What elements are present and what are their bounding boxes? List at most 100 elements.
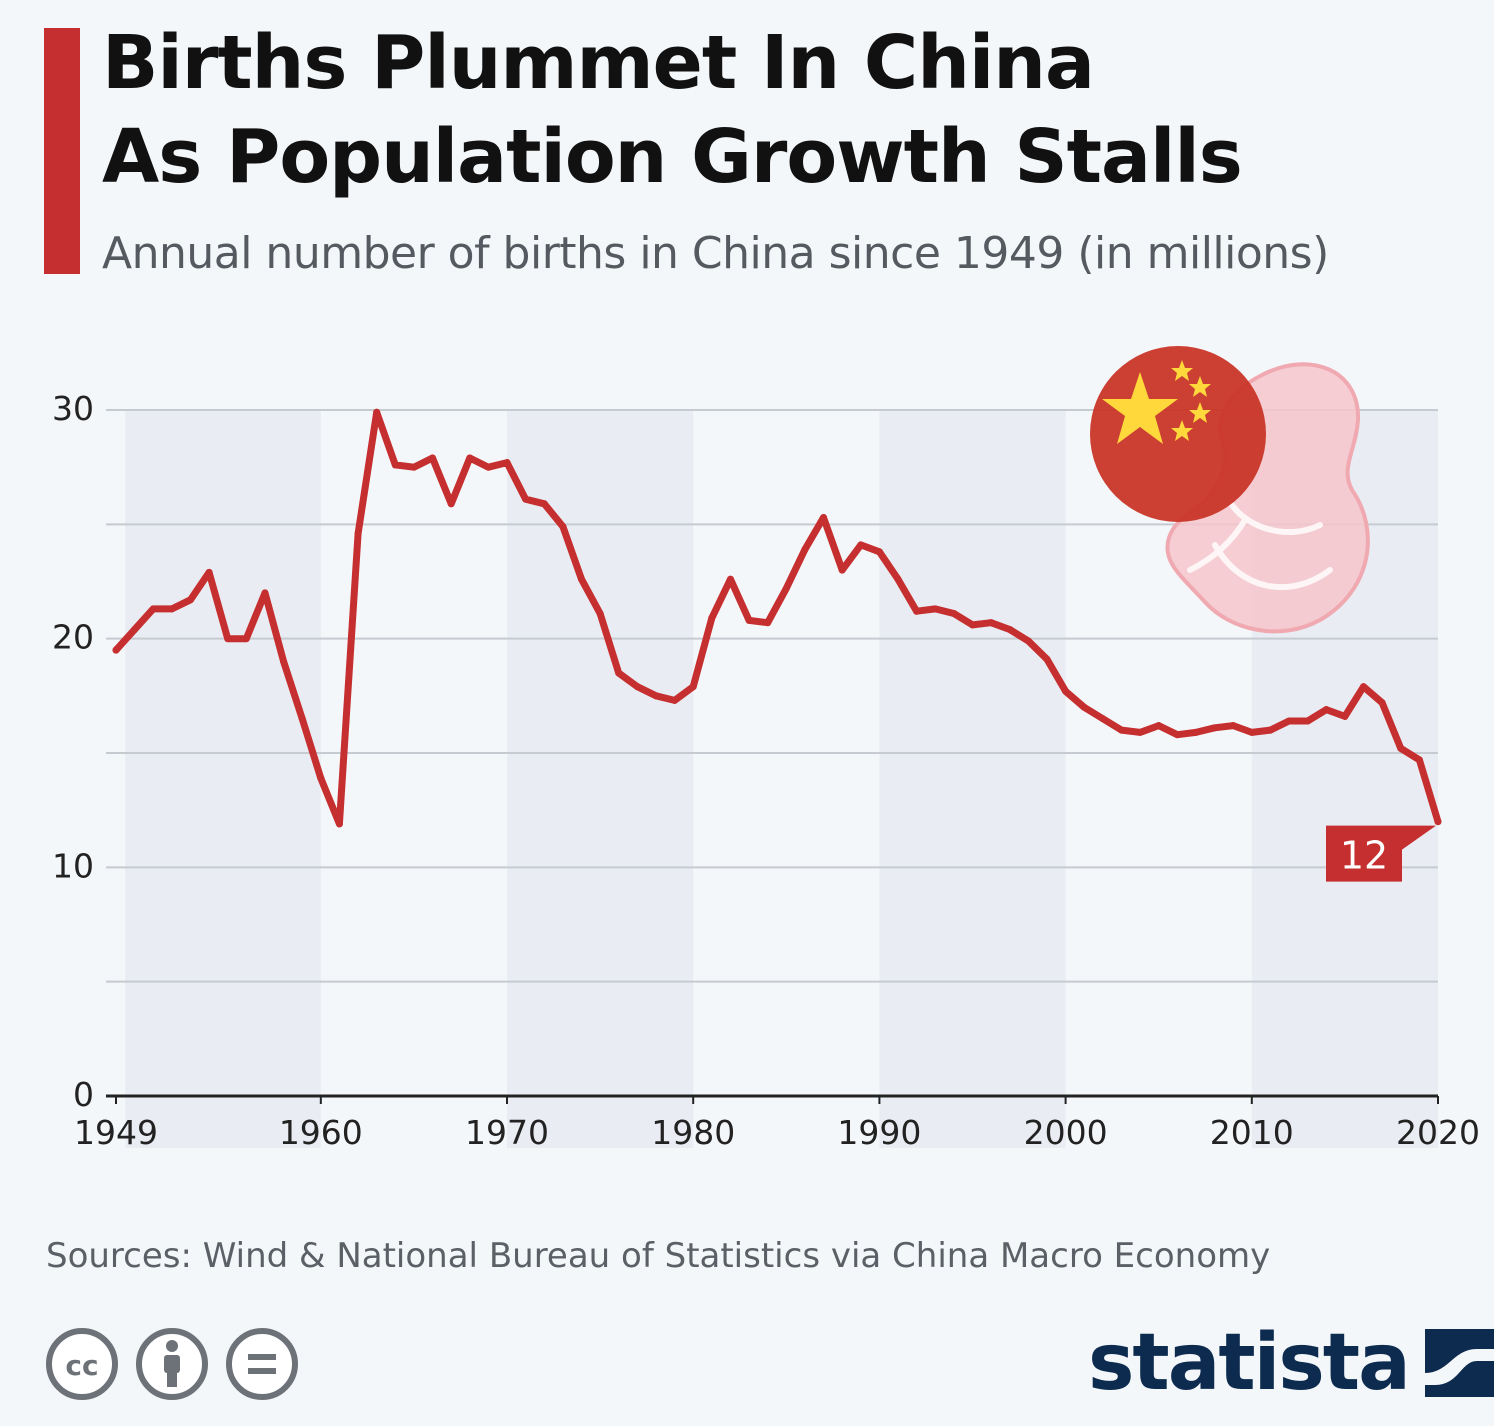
data-point (1080, 703, 1088, 711)
chart-title: Births Plummet In China As Population Gr… (102, 16, 1243, 204)
data-point (391, 461, 399, 469)
china-flag-icon (1090, 346, 1266, 522)
title-accent-bar (44, 28, 80, 274)
no-derivatives-icon (226, 1328, 298, 1400)
data-point (1229, 722, 1237, 730)
data-point (1024, 637, 1032, 645)
data-point (857, 541, 865, 549)
data-point (913, 607, 921, 615)
data-point (931, 605, 939, 613)
data-point (1322, 706, 1330, 714)
data-point (745, 616, 753, 624)
data-point (429, 454, 437, 462)
data-point (801, 545, 809, 553)
end-label-text: 12 (1340, 834, 1388, 878)
data-point (577, 575, 585, 583)
data-point (205, 568, 213, 576)
data-point (633, 683, 641, 691)
data-point (149, 605, 157, 613)
data-point (1006, 626, 1014, 634)
x-tick-label: 1960 (279, 1113, 363, 1152)
data-point (522, 495, 530, 503)
data-point (875, 548, 883, 556)
data-point (1173, 731, 1181, 739)
data-point (689, 683, 697, 691)
data-point (987, 619, 995, 627)
title-line-2: As Population Growth Stalls (102, 114, 1243, 200)
data-point (838, 566, 846, 574)
data-point (1211, 724, 1219, 732)
line-chart: 12 1949 1960 1970 1980 1990 2000 2010 2020 0 10 2… (52, 346, 1480, 1152)
y-tick-label: 30 (52, 389, 94, 428)
data-point (1117, 726, 1125, 734)
attribution-icon (136, 1328, 208, 1400)
data-point (373, 408, 381, 416)
statista-logo[interactable]: statista (1088, 1318, 1494, 1408)
decade-band (879, 410, 1066, 1148)
data-point (1378, 699, 1386, 707)
data-point (969, 621, 977, 629)
data-point (242, 635, 250, 643)
x-tick-label: 1970 (465, 1113, 549, 1152)
data-point (503, 459, 511, 467)
statista-mark-icon (1424, 1329, 1494, 1397)
gridlines (106, 409, 1438, 983)
x-tick-label: 1990 (837, 1113, 921, 1152)
x-tick-label: 1949 (74, 1113, 158, 1152)
end-value-label: 12 (1326, 825, 1436, 882)
data-point (280, 658, 288, 666)
data-point (186, 596, 194, 604)
data-point (1155, 722, 1163, 730)
data-point (596, 610, 604, 618)
x-tick-label: 2010 (1210, 1113, 1294, 1152)
data-point (1285, 717, 1293, 725)
data-point (615, 669, 623, 677)
x-tick-label: 1980 (651, 1113, 735, 1152)
data-point (168, 605, 176, 613)
data-point (447, 500, 455, 508)
data-point (559, 523, 567, 531)
data-point (1397, 744, 1405, 752)
data-point (540, 500, 548, 508)
title-line-1: Births Plummet In China (102, 20, 1095, 106)
data-point (652, 692, 660, 700)
source-note: Sources: Wind & National Bureau of Stati… (46, 1236, 1271, 1276)
y-tick-label: 0 (73, 1075, 94, 1114)
data-point (1304, 717, 1312, 725)
data-point (484, 463, 492, 471)
brand-wordmark: statista (1088, 1318, 1411, 1408)
decade-band (125, 410, 321, 1148)
data-point (1043, 655, 1051, 663)
data-point (354, 529, 362, 537)
x-axis: 1949 1960 1970 1980 1990 2000 2010 2020 (74, 1094, 1480, 1152)
data-point (298, 715, 306, 723)
data-point (1434, 818, 1442, 826)
end-label-box (1326, 825, 1436, 882)
data-point (466, 454, 474, 462)
data-point (112, 646, 120, 654)
data-point (1248, 728, 1256, 736)
data-point (1360, 683, 1368, 691)
chart-subtitle: Annual number of births in China since 1… (102, 228, 1329, 279)
data-point (671, 696, 679, 704)
data-point (131, 626, 139, 634)
data-point (261, 589, 269, 597)
data-point (894, 575, 902, 583)
data-point (317, 774, 325, 782)
data-point (708, 614, 716, 622)
data-point (1136, 728, 1144, 736)
decade-band (507, 410, 694, 1148)
y-tick-label: 20 (52, 618, 94, 657)
y-tick-label: 10 (52, 846, 94, 885)
data-point (1266, 726, 1274, 734)
data-point (410, 463, 418, 471)
data-point (224, 635, 232, 643)
x-tick-label: 2020 (1396, 1113, 1480, 1152)
data-point (764, 619, 772, 627)
data-point (1192, 728, 1200, 736)
data-point (726, 575, 734, 583)
data-point (335, 820, 343, 828)
data-point (1099, 715, 1107, 723)
data-point (1062, 687, 1070, 695)
data-point (782, 584, 790, 592)
